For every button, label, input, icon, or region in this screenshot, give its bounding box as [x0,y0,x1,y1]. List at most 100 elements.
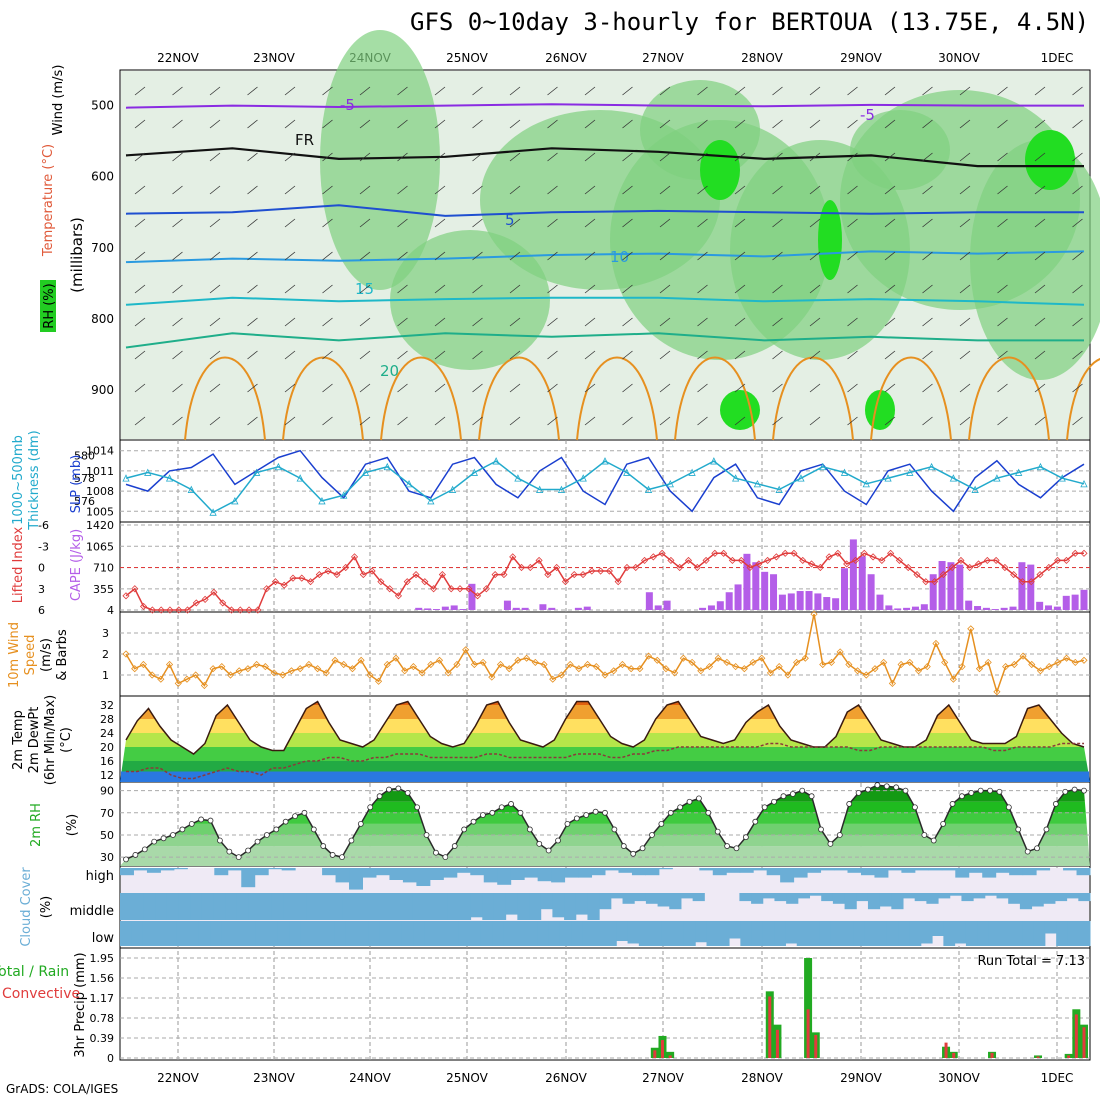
cloud-bar-middle [669,893,682,910]
lifted-index-point [1036,571,1044,579]
cloud-bar-high [470,868,485,876]
wind-speed-point [705,663,714,671]
wind-speed-point [305,660,313,669]
cloud-bar-low [886,921,899,946]
wind-barb [284,185,296,195]
cloud-bar-high [214,868,229,876]
cloud-bar-high [605,868,619,871]
wind-barb [847,152,858,162]
wind-barb [809,185,821,195]
rh-point [357,820,364,827]
lifted-index-point [649,553,657,561]
cape-bar [503,600,511,610]
wind-barb [547,284,558,294]
cloud-bar-low [503,921,516,946]
wind-barb [622,185,633,195]
wind-barb [847,185,858,195]
lifted-index-point [553,563,561,572]
wind-speed-point [131,665,139,673]
wind-speed-point [366,671,374,679]
cloud-bar-middle [213,893,226,920]
wind-speed-point [427,660,435,669]
wind-barb [1034,317,1046,327]
rh-point [1034,845,1040,852]
cloud-bar-low [413,921,426,946]
cape-bar [858,556,866,610]
wind-barb [134,152,146,162]
cloud-bar-low [334,921,347,946]
cape-bar [761,571,769,610]
cloud-bar-low [266,921,279,946]
cloud-bar-low [232,921,245,946]
thickness-point [819,462,827,471]
wind-barb [134,383,146,393]
rh-point [667,809,674,816]
wind-speed-point [270,669,278,677]
wind-speed-line [125,613,1085,695]
wind-speed-point [488,673,496,681]
wind-barb [472,251,483,261]
wind-barb [172,86,183,96]
wind-barb [997,86,1008,96]
cloud-bar-high [941,868,956,871]
wind-barb [322,284,333,294]
cloud-bar-middle [832,893,846,904]
wind-speed-point [644,652,653,660]
wind-speed-point [1002,663,1010,671]
slp-tick: 1008 [86,485,114,498]
wind-barb [284,218,296,228]
date-label-bottom: 28NOV [741,1071,783,1085]
wind-speed-point [566,660,574,669]
wind-barb [397,218,408,228]
wind-barb [1072,185,1083,195]
cape-bar [424,608,432,610]
temp-band [120,701,1090,705]
isotherm-25-line [870,356,952,441]
isotherm-line [125,103,1084,109]
wind-speed-point [157,675,165,683]
isotherm-25-line [968,356,1050,441]
rh-point [480,812,486,818]
date-label-bottom: 1DEC [1041,1071,1074,1085]
wind-barb [172,119,183,129]
cloud-bar-low [1067,921,1080,946]
cloud-bar-high [753,868,768,871]
wind-barb [1072,152,1083,162]
rh-point [949,801,956,807]
lifted-index-point [614,578,622,586]
cloud-bar-high [578,868,593,878]
wind-barb [809,284,821,294]
wind-barb [134,86,146,96]
thickness-point [797,474,805,482]
cloud-bar-high [928,868,943,871]
rh-point [367,804,374,811]
cloud-bar-low [548,921,561,946]
wind-speed-point [836,648,844,656]
lifted-index-point [579,571,587,579]
wind-barb [847,284,858,294]
cloud-bar-low [898,921,911,946]
cloud-bar-low [120,921,132,946]
cloud-bar-low [323,921,335,946]
cloud-bar-low [277,921,290,946]
wind-speed-point [949,675,957,683]
wind-speed-point [793,658,801,666]
cloud-bar-low [221,921,234,946]
wind-barb [847,317,858,327]
cape-bar [645,592,653,610]
cape-bar [778,594,786,610]
lifted-index-point [377,578,385,586]
wind10m-label: Speed [23,635,38,676]
wind-barb [997,416,1008,426]
lifted-index-point [210,588,218,596]
wind-barb [847,350,858,360]
cloud-bar-high [658,868,673,870]
cloud-category-label: low [92,931,115,946]
cloud-bar-high [402,868,417,883]
cloud-bar-middle [634,893,647,902]
temp-base-band [121,771,1089,782]
wind-barb [322,317,333,327]
wind-barb [509,251,521,261]
thickness-point [601,457,609,465]
cloud-bar-low [977,921,989,946]
